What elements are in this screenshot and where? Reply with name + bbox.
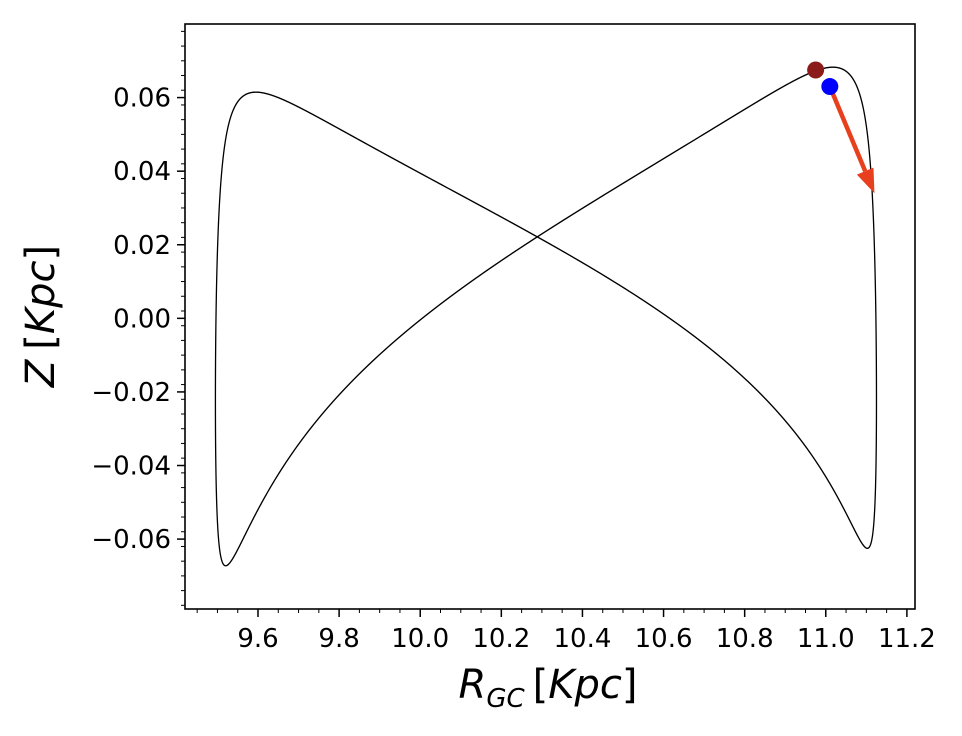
y-tick-label: 0.04 (113, 157, 171, 187)
y-tick-label: −0.02 (91, 378, 171, 408)
y-tick-label: −0.04 (91, 452, 171, 482)
y-tick-label: −0.06 (91, 525, 171, 555)
velocity-arrow-head (856, 167, 875, 194)
plot-frame (184, 23, 916, 610)
x-tick-label: 10.8 (716, 624, 774, 654)
current-position-marker (821, 78, 839, 96)
y-tick-label: 0.00 (113, 304, 171, 334)
orbit-markers (807, 61, 875, 194)
x-tick-label: 10.4 (553, 624, 611, 654)
axis-ticks: 9.6 9.8 10.0 10.2 10.4 10.6 10.8 11.0 11.2 0.06 0.… (91, 30, 936, 654)
x-tick-label: 9.6 (237, 624, 278, 654)
start-position-marker (807, 61, 825, 79)
x-axis-unit-letters: Kpc (548, 662, 622, 708)
x-tick-label: 10.6 (635, 624, 693, 654)
x-tick-label: 11.0 (797, 624, 855, 654)
x-tick-label: 11.2 (878, 624, 936, 654)
x-axis-label: RGC [Kpc] (459, 662, 638, 714)
orbit-line (214, 66, 878, 567)
velocity-arrow-shaft (827, 85, 868, 172)
x-tick-label: 10.2 (472, 624, 530, 654)
x-tick-label: 10.0 (391, 624, 449, 654)
orbit-series (214, 66, 878, 567)
y-axis-label: Z[Kpc] (18, 245, 64, 388)
x-tick-label: 9.8 (318, 624, 359, 654)
y-tick-label: 0.06 (113, 84, 171, 114)
y-tick-label: 0.02 (113, 231, 171, 261)
